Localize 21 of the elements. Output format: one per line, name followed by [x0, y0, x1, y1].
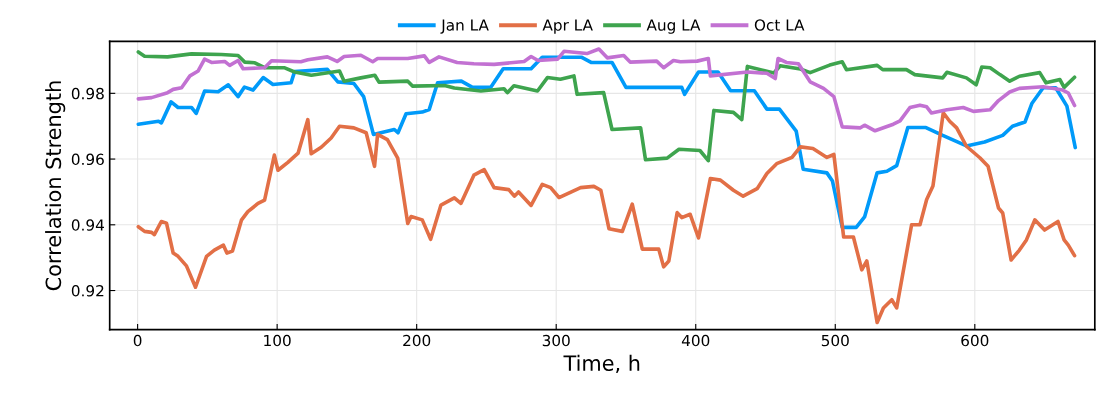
line-series: [136, 110, 1077, 325]
y-tick-label: 0.96: [71, 153, 104, 166]
y-tick-label: 0.94: [71, 219, 104, 231]
y-axis-title: Correlation Strength: [45, 81, 66, 291]
x-tick-label: 600: [961, 334, 989, 347]
x-tick-label: 200: [403, 334, 431, 347]
legend-label: Jan LA: [440, 19, 489, 34]
x-tick-label: 400: [681, 334, 710, 347]
y-tick-label: 0.98: [71, 87, 104, 100]
legend-label: Apr LA: [542, 19, 593, 34]
line-series: [136, 50, 1077, 163]
x-axis-title: Time, h: [563, 354, 640, 374]
x-tick-label: 100: [264, 334, 291, 347]
legend-label: Oct LA: [754, 19, 805, 31]
x-tick-label: 300: [542, 334, 570, 347]
x-tick-label: 500: [821, 334, 849, 347]
line-series: [136, 47, 1077, 133]
legend-label: Aug LA: [646, 19, 701, 34]
x-tick-label: 0: [133, 334, 142, 347]
y-tick-label: 0.92: [71, 284, 104, 297]
line-series: [136, 55, 1078, 230]
